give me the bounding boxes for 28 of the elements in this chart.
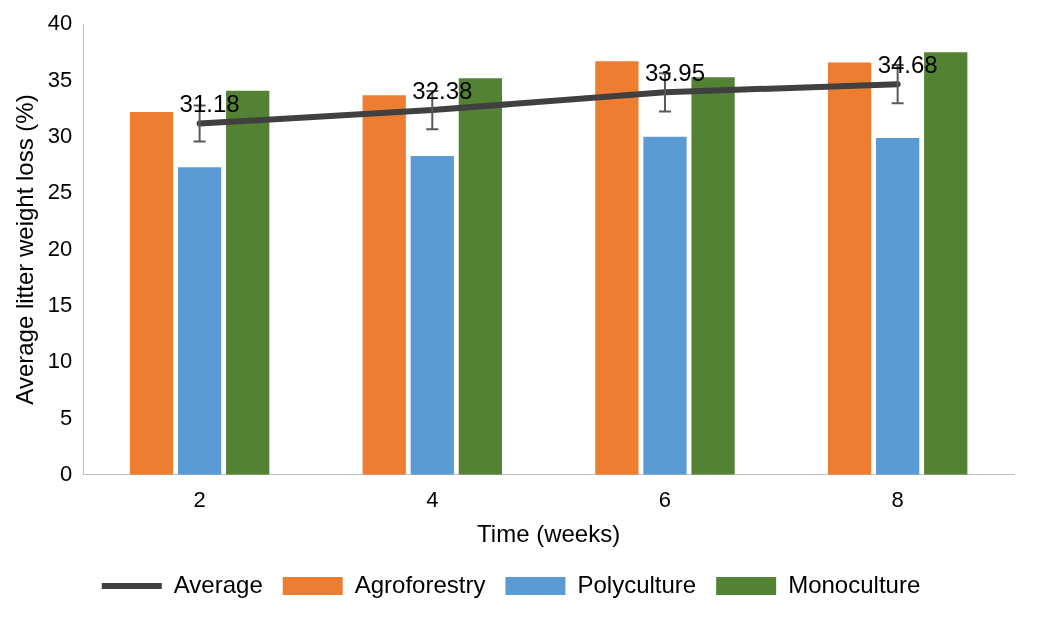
y-tick-label: 30 [47,122,73,148]
x-axis-title: Time (weeks) [477,520,621,548]
bar [643,136,687,475]
bar [595,61,639,475]
legend-label: Agroforestry [354,570,486,598]
legend-label: Monoculture [788,570,921,598]
y-tick-label: 25 [47,179,73,205]
y-tick-label: 10 [47,348,73,374]
y-tick-label: 0 [60,460,73,486]
y-tick-label: 20 [47,235,73,261]
x-tick-label: 8 [891,487,904,513]
legend-label: Average [173,570,263,598]
bar [362,95,406,475]
bar [827,62,872,475]
legend-label: Polyculture [577,570,697,598]
y-tick-label: 35 [47,66,73,92]
x-tick-label: 6 [658,487,672,513]
y-tick-label: 15 [47,291,73,317]
y-tick-label: 5 [60,404,73,430]
y-axis-title: Average litter weight loss (%) [11,94,39,405]
y-tick-label: 40 [47,10,73,36]
bar [876,137,920,475]
bar [177,167,222,475]
x-tick-label: 2 [193,487,206,513]
x-tick-label: 4 [426,487,439,513]
bar [129,112,174,475]
data-label: 33.95 [644,58,706,86]
bar [410,156,454,475]
